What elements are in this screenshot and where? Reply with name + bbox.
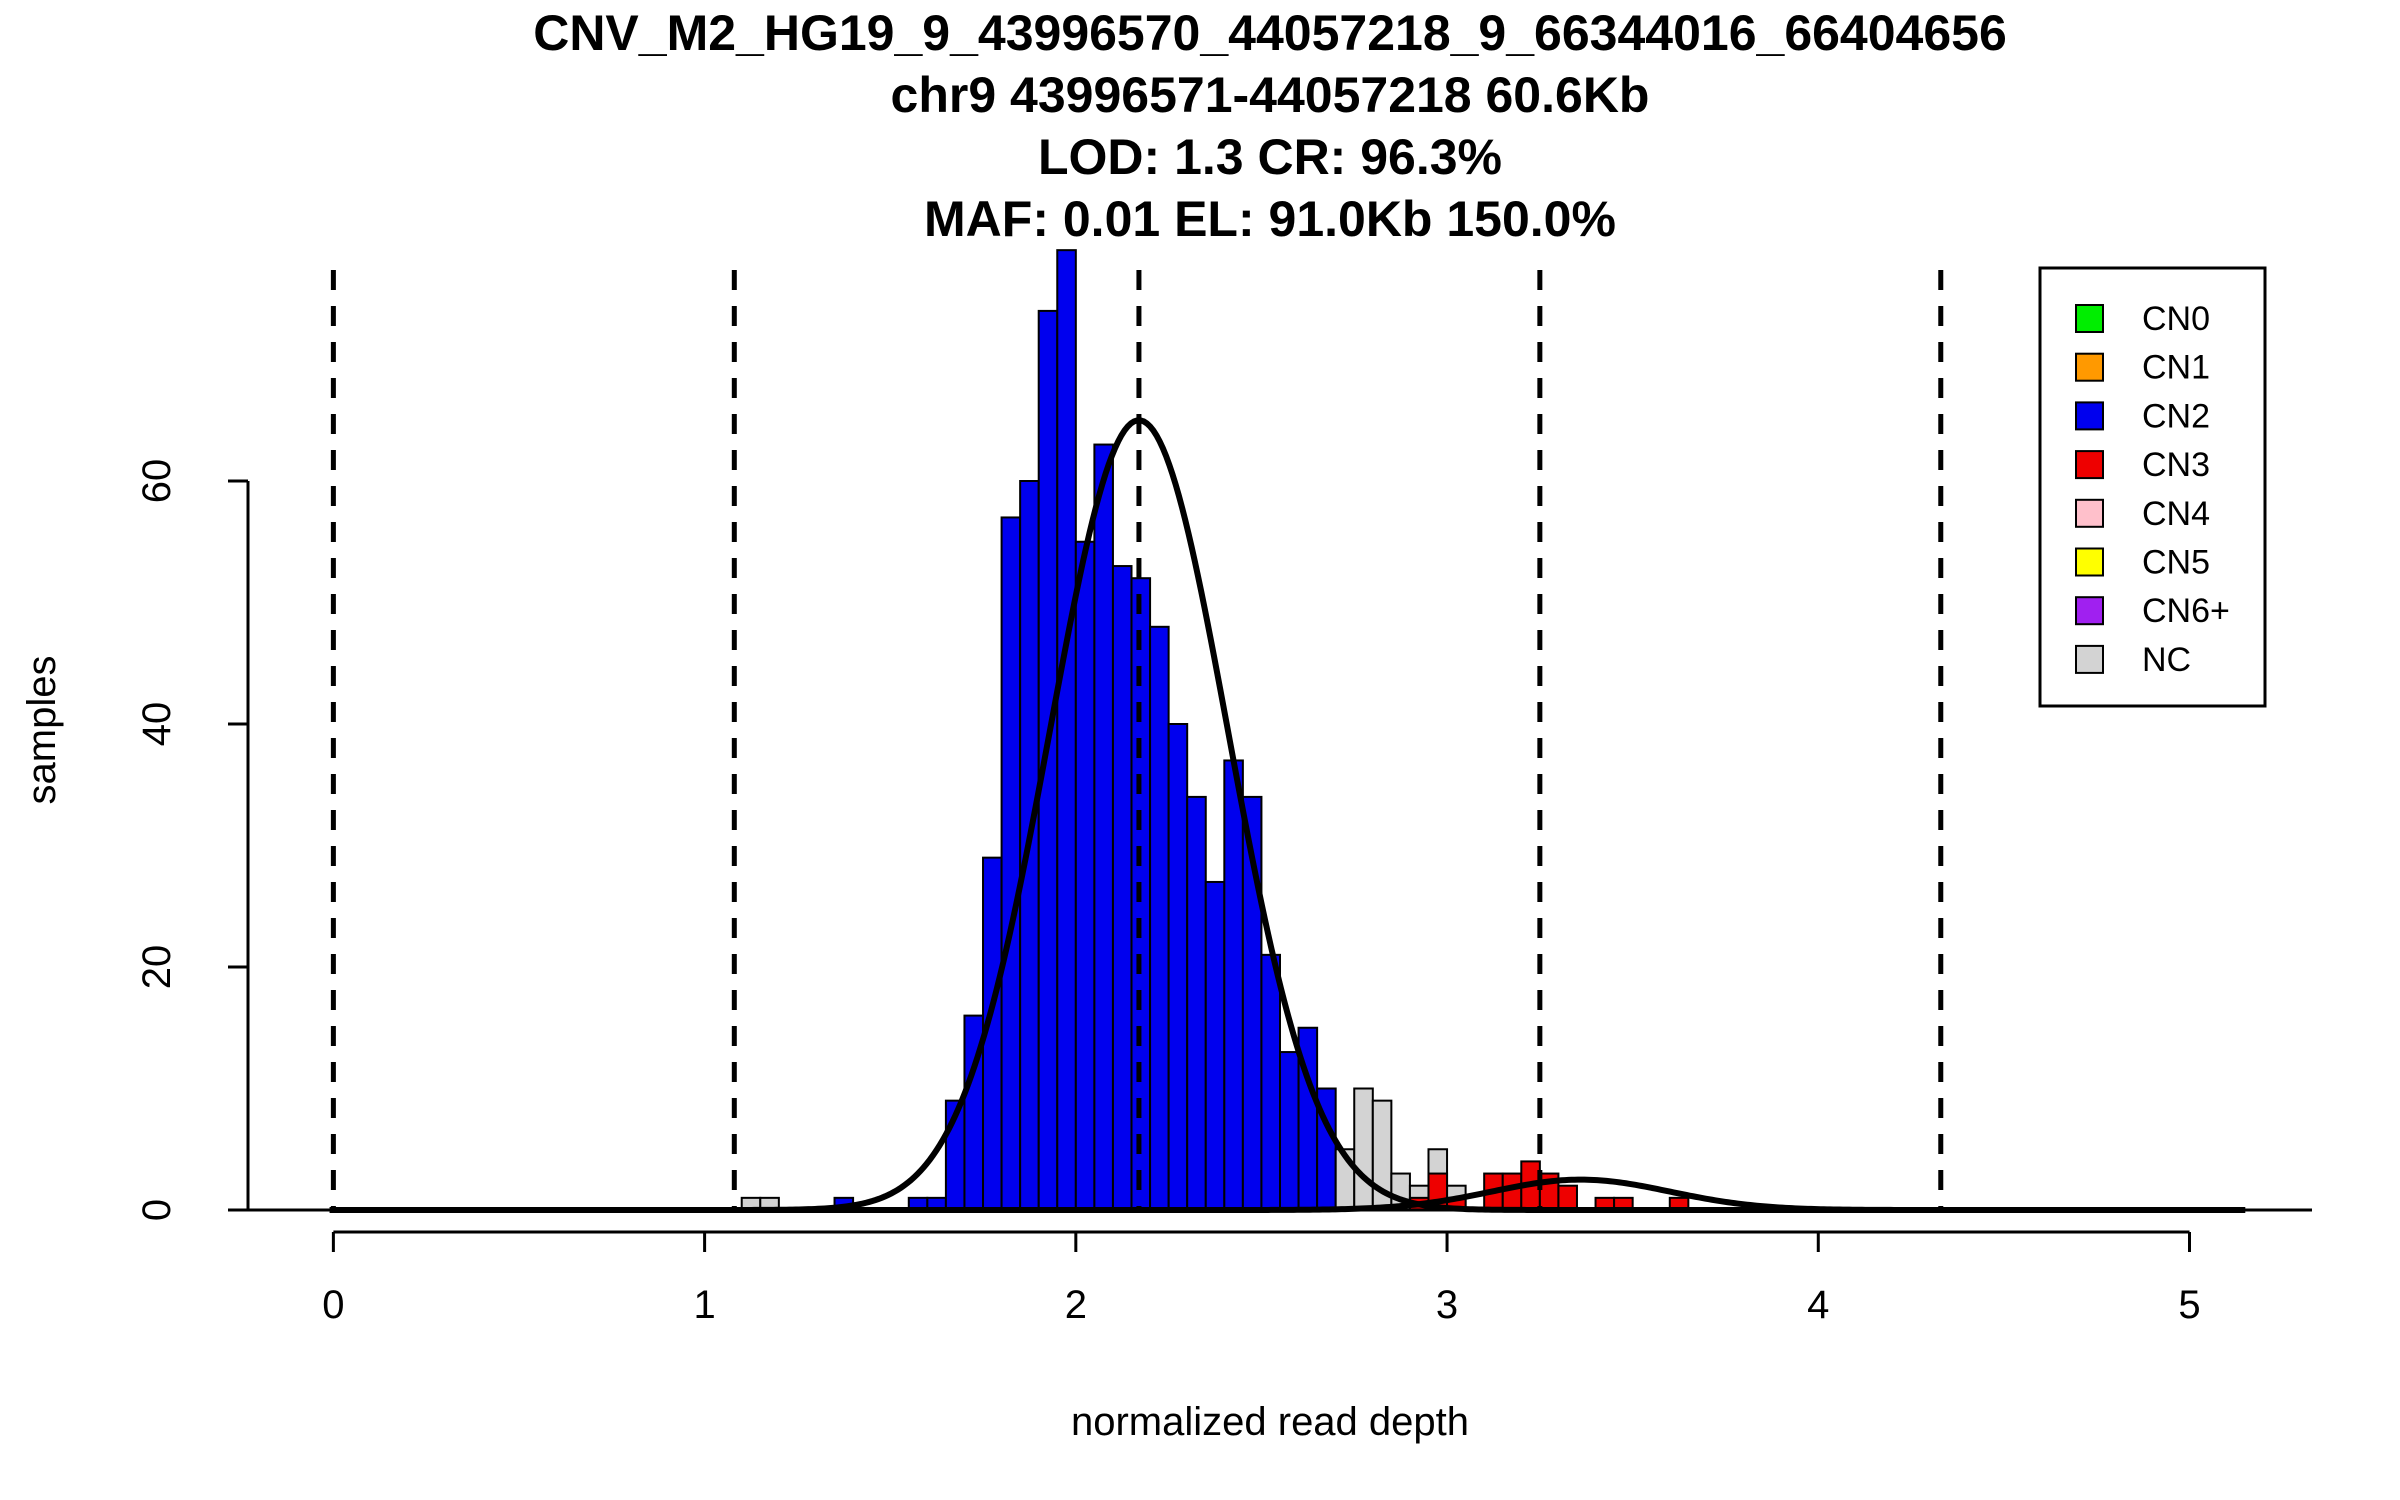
bar-cn2-14	[1149, 625, 1170, 1211]
y-tick-label-0: 0	[135, 1199, 179, 1221]
legend-label-cn1: CN1	[2142, 349, 2210, 387]
legend-swatch-cn2	[2075, 401, 2104, 431]
x-axis-label: normalized read depth	[1071, 1400, 1469, 1444]
legend-label-cn3: CN3	[2142, 446, 2210, 484]
y-axis-label: samples	[20, 656, 64, 805]
bar-cn2-12	[1111, 565, 1133, 1211]
x-tick-label-4: 4	[1807, 1283, 1829, 1327]
x-tick-label-5: 5	[2178, 1283, 2200, 1327]
bar-cn2-18	[1223, 759, 1244, 1211]
cn-threshold-lines	[330, 270, 1944, 1210]
bar-cn3-7	[1557, 1184, 1578, 1211]
title-line-2: chr9 43996571-44057218 60.6Kb	[891, 67, 1650, 123]
legend-swatch-cn1	[2075, 352, 2104, 382]
chart-title: CNV_M2_HG19_9_43996570_44057218_9_663440…	[533, 5, 2007, 247]
legend-swatch-cn5	[2075, 547, 2104, 577]
legend-label-cn5: CN5	[2142, 544, 2210, 582]
legend-label-cn4: CN4	[2142, 495, 2210, 533]
legend: CN0 CN1 CN2 CN3 CN4 CN5 CN6+ NC	[2038, 266, 2267, 708]
legend-swatch-cn3	[2075, 450, 2104, 480]
bar-cn2-6	[1000, 516, 1022, 1211]
y-tick-label-2: 40	[135, 702, 179, 747]
histogram-bars	[740, 249, 1690, 1212]
legend-label-cn0: CN0	[2142, 300, 2210, 338]
legend-swatch-cn4	[2075, 498, 2104, 528]
bar-cn2-20	[1260, 953, 1281, 1211]
title-line-4: MAF: 0.01 EL: 91.0Kb 150.0%	[924, 191, 1616, 247]
axes: 0 1 2 3 4 5 0 20 40 60	[135, 459, 2312, 1327]
legend-swatch-nc	[2075, 644, 2104, 674]
legend-label-cn6plus: CN6+	[2142, 592, 2230, 630]
bar-cn2-11	[1093, 443, 1114, 1211]
x-tick-label-2: 2	[1065, 1283, 1087, 1327]
legend-box	[2038, 266, 2267, 708]
bar-cn2-9	[1056, 249, 1077, 1211]
bar-cn2-21	[1279, 1051, 1300, 1212]
title-line-3: LOD: 1.3 CR: 96.3%	[1038, 129, 1502, 185]
title-line-1: CNV_M2_HG19_9_43996570_44057218_9_663440…	[533, 5, 2007, 61]
x-tick-label-0: 0	[322, 1283, 344, 1327]
bar-cn2-17	[1204, 880, 1226, 1211]
x-tick-label-3: 3	[1436, 1283, 1458, 1327]
y-tick-label-1: 20	[135, 945, 179, 990]
bar-cn2-10	[1074, 540, 1096, 1211]
x-tick-label-1: 1	[693, 1283, 715, 1327]
legend-swatch-cn0	[2075, 304, 2104, 333]
bar-nc-3	[1353, 1087, 1374, 1211]
legend-label-cn2: CN2	[2142, 397, 2210, 435]
legend-label-nc: NC	[2142, 641, 2191, 679]
legend-swatch-cn6plus	[2075, 596, 2104, 626]
bar-cn2-16	[1186, 795, 1207, 1212]
y-tick-label-3: 60	[135, 459, 179, 504]
bar-cn2-15	[1167, 723, 1189, 1211]
